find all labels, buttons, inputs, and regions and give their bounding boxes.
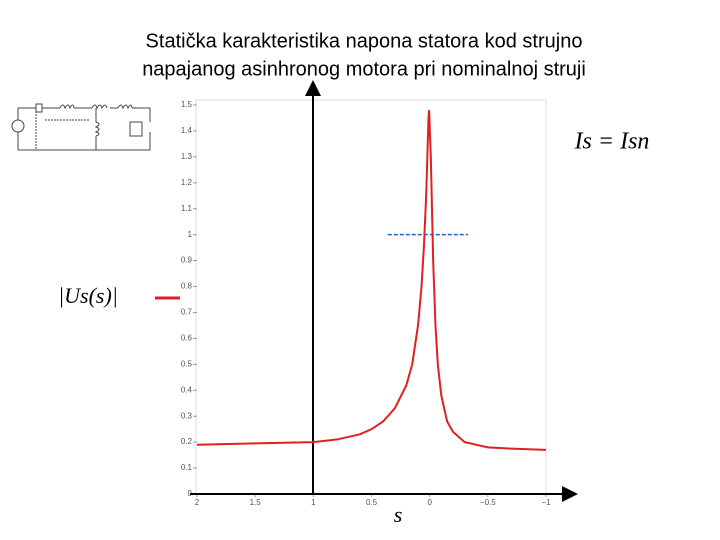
annotation: Is = Isn <box>574 129 650 155</box>
title: Statička karakteristika napona statora k… <box>146 30 583 52</box>
x-axis-label: s <box>394 502 403 527</box>
y-tick-label: 1.5 <box>181 100 193 109</box>
y-tick-label: 0.3 <box>181 411 193 420</box>
plot-frame <box>195 99 547 495</box>
y-tick-label: 0.9 <box>181 256 193 265</box>
y-tick-label: 0.5 <box>181 359 193 368</box>
y-tick-label: 0.8 <box>181 282 193 291</box>
x-tick-label: 1 <box>311 498 316 507</box>
series-line <box>196 110 547 451</box>
y-tick-label: 0.6 <box>181 334 193 343</box>
y-tick-label: 1 <box>188 230 193 239</box>
y-tick-label: 0.4 <box>181 385 193 394</box>
y-tick-label: 0.1 <box>181 463 193 472</box>
x-tick-label: 0 <box>427 498 432 507</box>
subtitle: napajanog asinhronog motora pri nominaln… <box>142 58 586 80</box>
y-tick-label: 1.3 <box>181 152 193 161</box>
x-tick-label: 0.5 <box>366 498 378 507</box>
legend-label: |Us(s)| <box>58 283 118 308</box>
y-tick-label: 0.2 <box>181 437 193 446</box>
x-tick-label: 2 <box>195 498 200 507</box>
x-tick-label: 1.5 <box>250 498 262 507</box>
y-tick-label: 1.1 <box>181 204 193 213</box>
circuit-diagram <box>11 103 151 151</box>
x-tick-label: −1 <box>541 498 551 507</box>
y-tick-label: 1.2 <box>181 178 193 187</box>
y-tick-label: 0.7 <box>181 308 193 317</box>
y-tick-label: 1.4 <box>181 126 193 135</box>
x-tick-label: −0.5 <box>480 498 496 507</box>
